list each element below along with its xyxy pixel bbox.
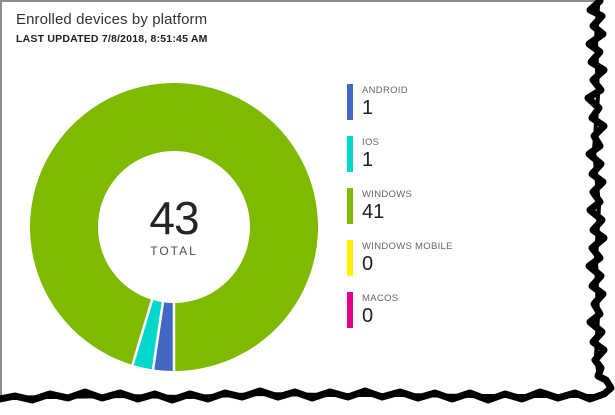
total-label: TOTAL [150, 244, 198, 259]
donut-center-label: 43 TOTAL [94, 192, 254, 259]
legend-color-bar-ios [347, 136, 353, 172]
legend-color-bar-android [347, 84, 353, 120]
total-value: 43 [149, 192, 199, 244]
legend-color-bar-macos [347, 292, 353, 328]
legend-item-value: 0 [362, 305, 374, 327]
legend-item-value: 41 [362, 201, 385, 223]
legend-item-macos: MACOS 0 [347, 292, 453, 328]
legend-item-label: MACOS [362, 293, 399, 304]
legend-item-label: WINDOWS MOBILE [362, 241, 453, 252]
legend-item-label: IOS [362, 137, 380, 148]
legend: ANDROID 1 IOS 1 WINDOWS 41 WINDOWS MOBIL… [347, 84, 453, 344]
legend-color-bar-windows-mobile [347, 240, 353, 276]
legend-item-value: 0 [362, 253, 374, 275]
legend-item-windows-mobile: WINDOWS MOBILE 0 [347, 240, 453, 276]
legend-item-android: ANDROID 1 [347, 84, 453, 120]
legend-item-label: WINDOWS [362, 189, 413, 200]
legend-color-bar-windows [347, 188, 353, 224]
legend-item-windows: WINDOWS 41 [347, 188, 453, 224]
legend-item-ios: IOS 1 [347, 136, 453, 172]
legend-item-value: 1 [362, 149, 374, 171]
legend-item-label: ANDROID [362, 85, 408, 96]
legend-item-value: 1 [362, 97, 374, 119]
